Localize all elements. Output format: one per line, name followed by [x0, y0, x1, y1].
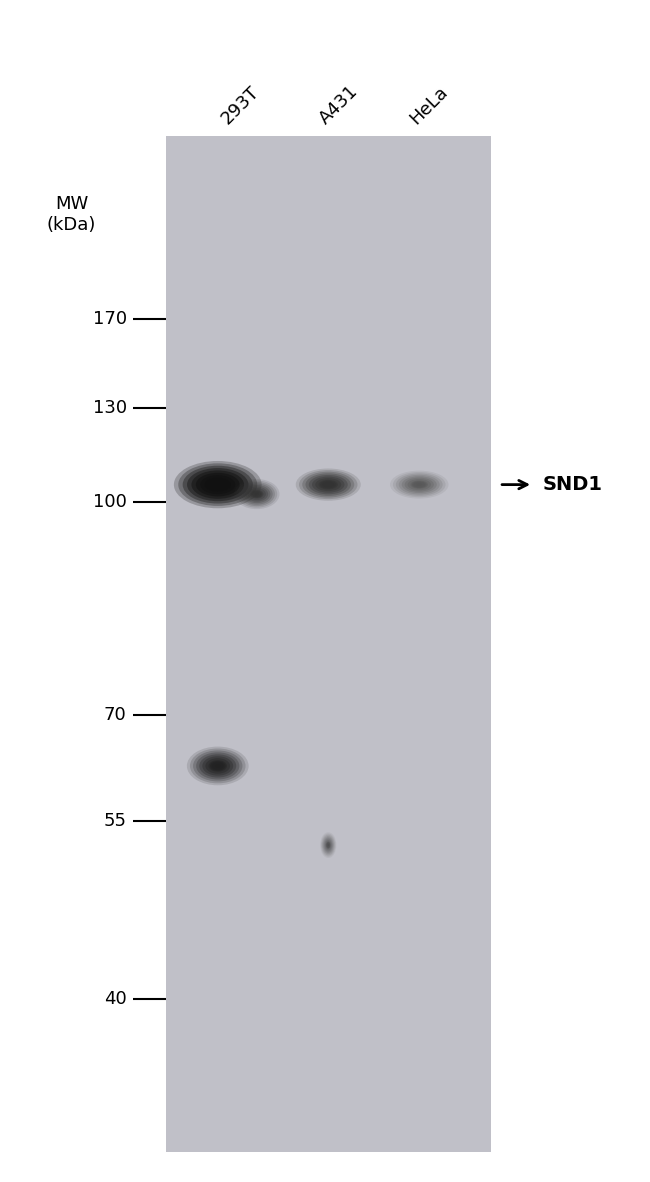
- Ellipse shape: [240, 483, 273, 505]
- Ellipse shape: [183, 466, 253, 504]
- Text: MW
(kDa): MW (kDa): [47, 195, 96, 234]
- Ellipse shape: [328, 844, 329, 846]
- Ellipse shape: [322, 481, 335, 488]
- Ellipse shape: [214, 764, 221, 768]
- Text: HeLa: HeLa: [406, 83, 452, 128]
- Ellipse shape: [255, 493, 259, 495]
- Ellipse shape: [193, 751, 242, 781]
- Ellipse shape: [393, 472, 446, 498]
- Ellipse shape: [251, 491, 263, 498]
- Ellipse shape: [390, 470, 448, 499]
- Ellipse shape: [320, 481, 337, 488]
- Ellipse shape: [324, 839, 332, 851]
- Text: 100: 100: [93, 493, 127, 512]
- Ellipse shape: [187, 468, 248, 501]
- Ellipse shape: [408, 479, 431, 491]
- Ellipse shape: [413, 482, 425, 487]
- Ellipse shape: [325, 483, 332, 486]
- Ellipse shape: [187, 747, 248, 785]
- Ellipse shape: [396, 474, 443, 495]
- Ellipse shape: [309, 475, 348, 494]
- Ellipse shape: [191, 470, 244, 499]
- Ellipse shape: [416, 483, 422, 486]
- Ellipse shape: [299, 470, 358, 499]
- Ellipse shape: [246, 487, 268, 501]
- Text: 55: 55: [104, 812, 127, 831]
- Ellipse shape: [315, 479, 341, 491]
- Ellipse shape: [209, 480, 227, 489]
- Text: 130: 130: [92, 398, 127, 417]
- Ellipse shape: [178, 463, 257, 506]
- Ellipse shape: [210, 761, 226, 771]
- Ellipse shape: [250, 489, 264, 499]
- Ellipse shape: [213, 482, 222, 487]
- Text: SND1: SND1: [543, 475, 603, 494]
- Ellipse shape: [412, 481, 426, 488]
- Ellipse shape: [302, 472, 354, 498]
- Text: 40: 40: [104, 989, 127, 1008]
- Ellipse shape: [209, 760, 227, 772]
- Ellipse shape: [324, 837, 333, 853]
- Text: 170: 170: [92, 310, 127, 329]
- Ellipse shape: [306, 473, 351, 496]
- Text: A431: A431: [315, 82, 361, 128]
- Ellipse shape: [243, 485, 270, 504]
- Ellipse shape: [321, 833, 335, 857]
- Ellipse shape: [196, 753, 239, 779]
- Ellipse shape: [296, 468, 361, 501]
- Ellipse shape: [234, 479, 280, 509]
- Bar: [166, 136, 491, 1152]
- Ellipse shape: [252, 491, 261, 498]
- Ellipse shape: [318, 480, 338, 489]
- Ellipse shape: [411, 480, 428, 489]
- Ellipse shape: [237, 481, 278, 507]
- Ellipse shape: [404, 478, 434, 492]
- Ellipse shape: [325, 840, 332, 850]
- Ellipse shape: [402, 476, 437, 493]
- Ellipse shape: [398, 475, 439, 494]
- Ellipse shape: [205, 758, 230, 774]
- Ellipse shape: [205, 478, 231, 492]
- Ellipse shape: [211, 762, 224, 769]
- Ellipse shape: [312, 476, 344, 493]
- Ellipse shape: [199, 754, 237, 778]
- Ellipse shape: [326, 843, 330, 847]
- Ellipse shape: [200, 475, 235, 494]
- Ellipse shape: [326, 842, 330, 849]
- Text: 70: 70: [104, 706, 127, 725]
- Ellipse shape: [202, 756, 233, 775]
- Ellipse shape: [326, 842, 331, 849]
- Ellipse shape: [174, 461, 261, 508]
- Ellipse shape: [322, 836, 334, 855]
- Ellipse shape: [196, 473, 240, 496]
- Ellipse shape: [190, 748, 246, 784]
- Text: 293T: 293T: [218, 83, 263, 128]
- Ellipse shape: [320, 832, 337, 858]
- Ellipse shape: [239, 482, 275, 506]
- Ellipse shape: [207, 479, 229, 491]
- Ellipse shape: [322, 834, 335, 856]
- Ellipse shape: [248, 488, 266, 500]
